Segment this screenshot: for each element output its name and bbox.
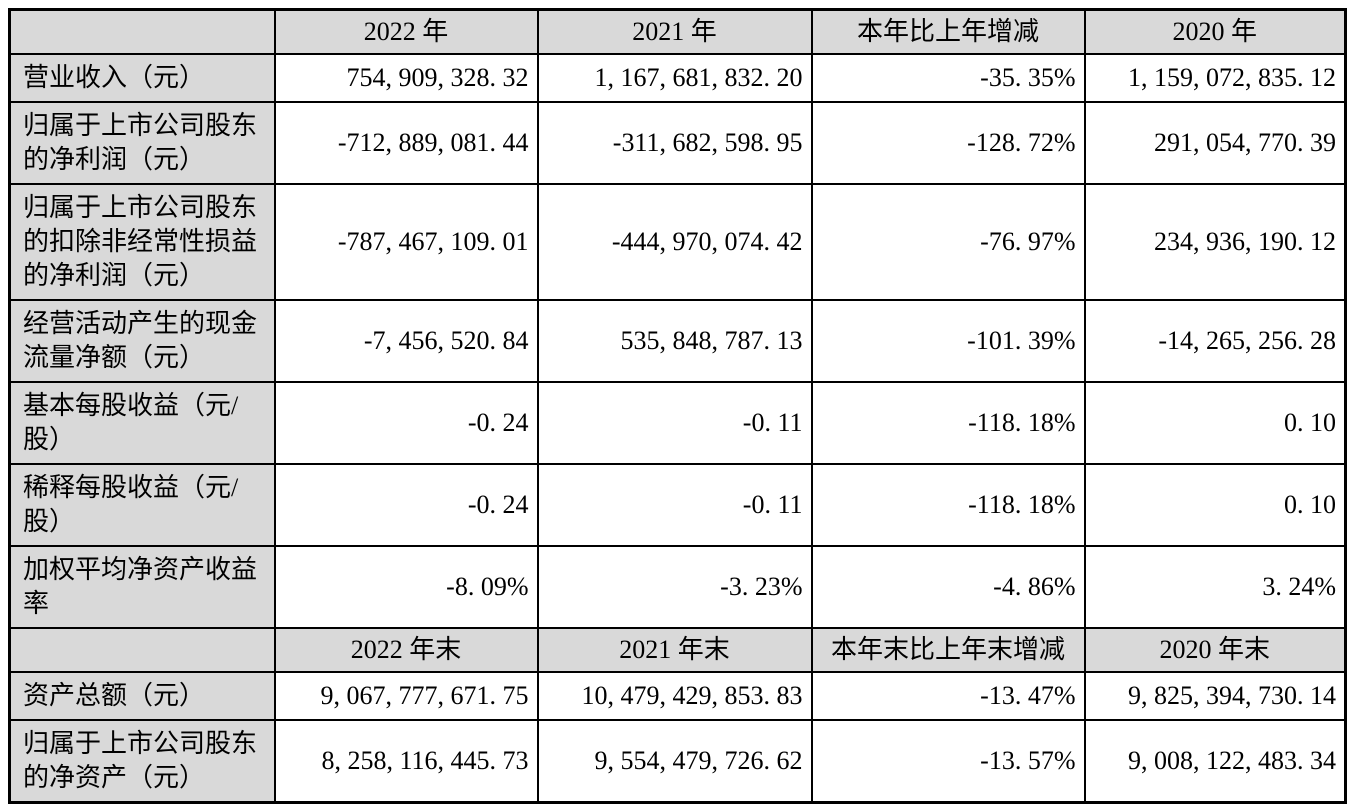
table-row-revenue: 营业收入（元） 754, 909, 328. 32 1, 167, 681, 8… [8,53,1347,103]
row-label: 加权平均净资产收益率 [8,545,276,629]
row-label: 经营活动产生的现金流量净额（元） [8,299,276,383]
value-cell: -0. 11 [536,381,813,465]
value-cell: 754, 909, 328. 32 [273,53,539,103]
value-cell: -7, 456, 520. 84 [273,299,539,383]
value-cell: 1, 167, 681, 832. 20 [536,53,813,103]
corner-cell [8,627,276,673]
financial-summary-table: 2022 年 2021 年 本年比上年增减 2020 年 营业收入（元） 754… [8,8,1347,804]
value-cell: -76. 97% [810,183,1086,301]
value-cell: -118. 18% [810,463,1086,547]
row-label: 归属于上市公司股东的净资产（元） [8,719,276,804]
value-cell: -13. 47% [810,671,1086,721]
col-header-2020: 2020 年 [1083,8,1347,55]
table-row-net-profit-excl-nonrecurring: 归属于上市公司股东的扣除非经常性损益的净利润（元） -787, 467, 109… [8,183,1347,301]
value-cell: 0. 10 [1083,463,1347,547]
col-header-2021: 2021 年 [536,8,813,55]
value-cell: 291, 054, 770. 39 [1083,101,1347,185]
value-cell: 9, 008, 122, 483. 34 [1083,719,1347,804]
value-cell: -787, 467, 109. 01 [273,183,539,301]
value-cell: -444, 970, 074. 42 [536,183,813,301]
value-cell: -35. 35% [810,53,1086,103]
row-label: 稀释每股收益（元/股） [8,463,276,547]
table-row-operating-cash-flow: 经营活动产生的现金流量净额（元） -7, 456, 520. 84 535, 8… [8,299,1347,383]
row-label: 归属于上市公司股东的净利润（元） [8,101,276,185]
value-cell: -0. 24 [273,381,539,465]
row-label: 归属于上市公司股东的扣除非经常性损益的净利润（元） [8,183,276,301]
value-cell: 1, 159, 072, 835. 12 [1083,53,1347,103]
table-row-net-profit: 归属于上市公司股东的净利润（元） -712, 889, 081. 44 -311… [8,101,1347,185]
col-header-2022-end: 2022 年末 [273,627,539,673]
value-cell: 9, 825, 394, 730. 14 [1083,671,1347,721]
col-header-2020-end: 2020 年末 [1083,627,1347,673]
value-cell: 3. 24% [1083,545,1347,629]
col-header-yearend-change: 本年末比上年末增减 [810,627,1086,673]
row-label: 基本每股收益（元/股） [8,381,276,465]
value-cell: -8. 09% [273,545,539,629]
value-cell: -13. 57% [810,719,1086,804]
value-cell: -3. 23% [536,545,813,629]
table-row-diluted-eps: 稀释每股收益（元/股） -0. 24 -0. 11 -118. 18% 0. 1… [8,463,1347,547]
col-header-2021-end: 2021 年末 [536,627,813,673]
table-header-row-yearend: 2022 年末 2021 年末 本年末比上年末增减 2020 年末 [8,627,1347,673]
value-cell: 9, 554, 479, 726. 62 [536,719,813,804]
value-cell: -311, 682, 598. 95 [536,101,813,185]
value-cell: 8, 258, 116, 445. 73 [273,719,539,804]
table-row-weighted-avg-roe: 加权平均净资产收益率 -8. 09% -3. 23% -4. 86% 3. 24… [8,545,1347,629]
value-cell: 9, 067, 777, 671. 75 [273,671,539,721]
value-cell: -0. 11 [536,463,813,547]
value-cell: 234, 936, 190. 12 [1083,183,1347,301]
col-header-yoy-change: 本年比上年增减 [810,8,1086,55]
value-cell: 535, 848, 787. 13 [536,299,813,383]
row-label: 营业收入（元） [8,53,276,103]
value-cell: -101. 39% [810,299,1086,383]
value-cell: -118. 18% [810,381,1086,465]
value-cell: 0. 10 [1083,381,1347,465]
table-header-row-annual: 2022 年 2021 年 本年比上年增减 2020 年 [8,8,1347,55]
value-cell: -128. 72% [810,101,1086,185]
table-row-net-assets: 归属于上市公司股东的净资产（元） 8, 258, 116, 445. 73 9,… [8,719,1347,804]
table-row-basic-eps: 基本每股收益（元/股） -0. 24 -0. 11 -118. 18% 0. 1… [8,381,1347,465]
value-cell: 10, 479, 429, 853. 83 [536,671,813,721]
corner-cell [8,8,276,55]
value-cell: -4. 86% [810,545,1086,629]
row-label: 资产总额（元） [8,671,276,721]
value-cell: -0. 24 [273,463,539,547]
value-cell: -14, 265, 256. 28 [1083,299,1347,383]
col-header-2022: 2022 年 [273,8,539,55]
table-row-total-assets: 资产总额（元） 9, 067, 777, 671. 75 10, 479, 42… [8,671,1347,721]
value-cell: -712, 889, 081. 44 [273,101,539,185]
